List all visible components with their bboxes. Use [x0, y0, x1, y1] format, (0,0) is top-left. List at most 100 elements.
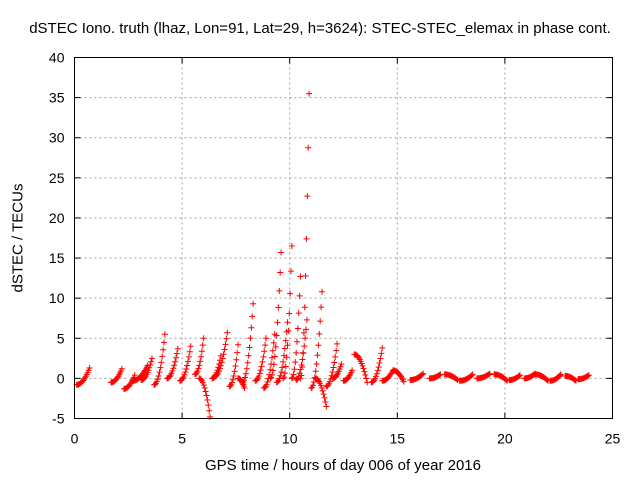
data-point [260, 353, 267, 360]
data-point [268, 354, 275, 361]
data-point [259, 358, 266, 365]
data-point [242, 370, 249, 377]
data-point [362, 371, 369, 378]
data-point [318, 384, 325, 391]
data-point [338, 360, 345, 367]
data-arc [575, 372, 592, 383]
data-point [242, 374, 249, 381]
x-tick-label: 20 [497, 431, 513, 447]
data-arc [407, 370, 427, 383]
data-point [255, 373, 262, 380]
data-point [281, 345, 288, 352]
data-arc [108, 365, 125, 386]
y-tick-label: 20 [49, 210, 65, 226]
data-point [160, 346, 167, 353]
data-point [294, 325, 301, 332]
data-point [557, 371, 564, 378]
data-point [274, 378, 281, 385]
y-tick-label: 25 [49, 170, 65, 186]
data-point [254, 376, 261, 383]
data-point [278, 368, 285, 375]
data-point [195, 365, 202, 372]
data-point [302, 272, 309, 279]
data-arc [473, 370, 493, 382]
data-arc [562, 372, 579, 384]
data-point [294, 338, 301, 345]
data-point [572, 377, 579, 384]
data-point [277, 372, 284, 379]
data-point [227, 382, 234, 389]
data-point [284, 319, 291, 326]
data-point [217, 362, 224, 369]
data-point [286, 310, 293, 317]
data-point [436, 372, 443, 379]
data-point [299, 363, 306, 370]
data-point [310, 382, 317, 389]
data-point [330, 364, 337, 371]
data-point [169, 367, 176, 374]
data-point [170, 365, 177, 372]
data-point [294, 376, 301, 383]
data-point [282, 337, 289, 344]
data-point [332, 353, 339, 360]
data-point [297, 375, 304, 382]
data-arc [340, 367, 356, 384]
data-point [219, 355, 226, 362]
data-point [261, 348, 268, 355]
data-point [148, 355, 155, 362]
data-arc [196, 375, 214, 420]
data-arc [192, 335, 207, 378]
data-point [360, 365, 367, 372]
grid [74, 57, 613, 419]
data-point [374, 367, 381, 374]
data-point [248, 324, 255, 331]
data-point [202, 388, 209, 395]
data-point [173, 354, 180, 361]
data-point [305, 144, 312, 151]
data-arc [226, 341, 242, 390]
data-point [223, 335, 230, 342]
data-arc [288, 273, 304, 382]
data-point [199, 342, 206, 349]
data-point [419, 371, 426, 378]
data-point [231, 368, 238, 375]
data-point [315, 342, 322, 349]
data-point [375, 364, 382, 371]
data-point [200, 382, 207, 389]
data-point [156, 369, 163, 376]
data-point [244, 359, 251, 366]
data-arc [73, 364, 93, 388]
data-point [183, 366, 190, 373]
data-point [185, 358, 192, 365]
data-point [201, 385, 208, 392]
data-point [372, 373, 379, 380]
data-arc [506, 372, 523, 383]
data-point [160, 339, 167, 346]
data-arc [521, 370, 539, 382]
y-tick-label: 0 [57, 370, 65, 386]
data-point [285, 327, 292, 334]
data-point [271, 353, 278, 360]
data-point [318, 288, 325, 295]
data-point [306, 90, 313, 97]
data-point [556, 372, 563, 379]
data-point [230, 372, 237, 379]
data-point [373, 370, 380, 377]
data-point [269, 347, 276, 354]
data-arc [547, 371, 564, 384]
data-arc [323, 340, 341, 390]
data-point [172, 358, 179, 365]
data-point [585, 372, 592, 379]
data-point [274, 319, 281, 326]
data-point [281, 370, 288, 377]
data-arc [379, 367, 396, 384]
data-point [250, 300, 257, 307]
data-point [516, 372, 523, 379]
data-point [273, 332, 280, 339]
data-point [276, 287, 283, 294]
data-point [257, 367, 264, 374]
data-arc [389, 367, 407, 385]
data-point [235, 341, 242, 348]
data-point [203, 392, 210, 399]
